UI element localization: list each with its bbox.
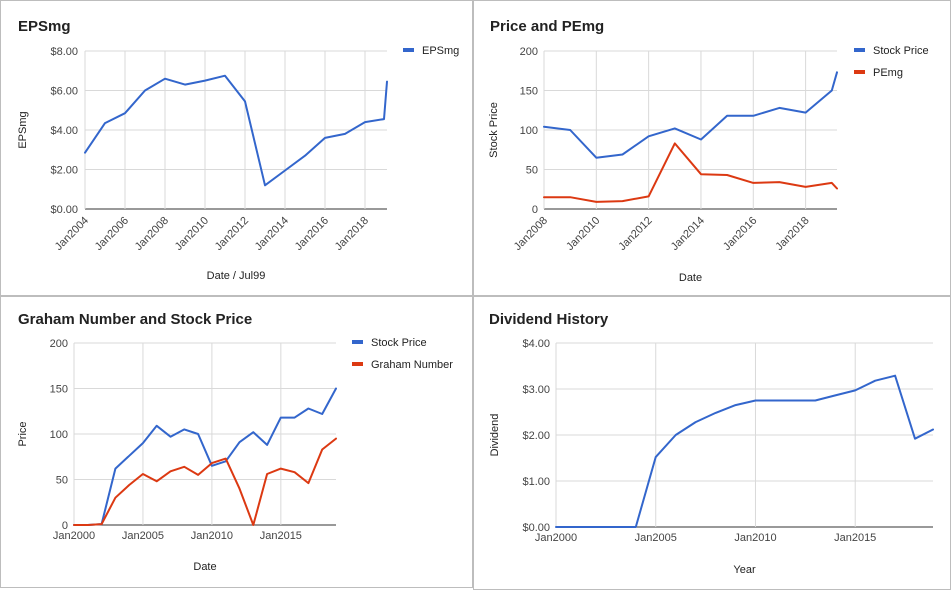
price-pemg-chart-panel: Price and PEmg 0 50 100 150 200 Jan2008 Jan2010… (473, 0, 951, 296)
chart-title: Dividend History (489, 311, 609, 328)
y-tick-label: 0 (62, 520, 68, 532)
x-tick-label: Jan2005 (635, 532, 677, 544)
series-line-1 (84, 74, 388, 187)
legend-label: Graham Number (371, 359, 453, 371)
y-tick-label: 50 (56, 475, 68, 487)
y-axis-label: Dividend (489, 414, 501, 457)
legend-label: EPSmg (422, 45, 459, 57)
x-tick-label: Jan2004 (53, 215, 91, 253)
x-tick-label: Jan2014 (253, 215, 291, 253)
x-tick-label: Jan2014 (669, 215, 707, 253)
legend-label: PEmg (873, 67, 903, 79)
legend-swatch (854, 70, 865, 74)
chart-svg: Dividend History $0.00 $1.00 $2.00 $3.00 $4.0… (489, 311, 934, 576)
chart-title: EPSmg (18, 18, 71, 35)
y-tick-label: $0.00 (50, 204, 78, 216)
x-tick-label: Jan2010 (564, 215, 602, 253)
series-line-2 (543, 142, 838, 203)
graham-number-chart-panel: Graham Number and Stock Price 0 50 100 150 20… (0, 296, 473, 588)
y-tick-label: 150 (50, 384, 68, 396)
x-tick-label: Jan2012 (616, 215, 654, 253)
y-tick-label: $1.00 (522, 476, 550, 488)
x-tick-label: Jan2000 (53, 530, 95, 542)
legend-label: Stock Price (873, 45, 929, 57)
x-tick-label: Jan2008 (133, 215, 171, 253)
x-tick-label: Jan2010 (173, 215, 211, 253)
x-tick-label: Jan2015 (260, 530, 302, 542)
y-axis-label: Stock Price (488, 102, 500, 158)
y-tick-label: 200 (50, 338, 68, 350)
y-axis-label: Price (17, 421, 29, 446)
y-tick-label: 0 (532, 204, 538, 216)
y-axis-label: EPSmg (17, 111, 29, 148)
y-tick-label: 50 (526, 165, 538, 177)
y-tick-label: $2.00 (50, 165, 78, 177)
y-tick-label: 150 (520, 86, 538, 98)
x-tick-label: Jan2006 (93, 215, 131, 253)
y-tick-label: $4.00 (522, 338, 550, 350)
x-tick-label: Jan2015 (834, 532, 876, 544)
x-tick-label: Jan2012 (213, 215, 251, 253)
dividend-history-chart-panel: Dividend History $0.00 $1.00 $2.00 $3.00 $4.0… (473, 296, 951, 590)
x-tick-label: Jan2016 (293, 215, 331, 253)
y-tick-label: 100 (50, 429, 68, 441)
y-tick-label: $3.00 (522, 384, 550, 396)
x-tick-label: Jan2010 (191, 530, 233, 542)
x-tick-label: Jan2008 (512, 215, 550, 253)
x-tick-label: Jan2016 (721, 215, 759, 253)
y-tick-label: $0.00 (522, 522, 550, 534)
x-axis-label: Year (733, 564, 756, 576)
legend-swatch (352, 362, 363, 366)
x-axis-label: Date (679, 272, 702, 284)
y-tick-label: $4.00 (50, 125, 78, 137)
chart-svg: Price and PEmg 0 50 100 150 200 Jan2008 Jan2010… (488, 18, 929, 284)
x-axis-label: Date (193, 561, 216, 573)
chart-title: Graham Number and Stock Price (18, 311, 252, 328)
legend-label: Stock Price (371, 337, 427, 349)
legend-swatch (352, 340, 363, 344)
x-tick-label: Jan2018 (333, 215, 371, 253)
legend-swatch (403, 48, 414, 52)
y-tick-label: $2.00 (522, 430, 550, 442)
legend-swatch (854, 48, 865, 52)
x-tick-label: Jan2005 (122, 530, 164, 542)
x-tick-label: Jan2000 (535, 532, 577, 544)
series-line-1 (73, 387, 337, 526)
chart-svg: Graham Number and Stock Price 0 50 100 150 20… (17, 311, 453, 573)
series-line-2 (73, 437, 337, 526)
chart-title: Price and PEmg (490, 18, 604, 35)
y-tick-label: $6.00 (50, 86, 78, 98)
y-tick-label: 100 (520, 125, 538, 137)
x-tick-label: Jan2010 (734, 532, 776, 544)
series-line-1 (543, 71, 838, 159)
x-tick-label: Jan2018 (773, 215, 811, 253)
x-axis-label: Date / Jul99 (207, 270, 266, 282)
epsmg-chart-panel: EPSmg $0.00 $2.00 $4.00 $6.00 $8.00 Jan2004 Jan… (0, 0, 473, 296)
y-tick-label: 200 (520, 46, 538, 58)
y-tick-label: $8.00 (50, 46, 78, 58)
series-line-1 (555, 374, 934, 528)
